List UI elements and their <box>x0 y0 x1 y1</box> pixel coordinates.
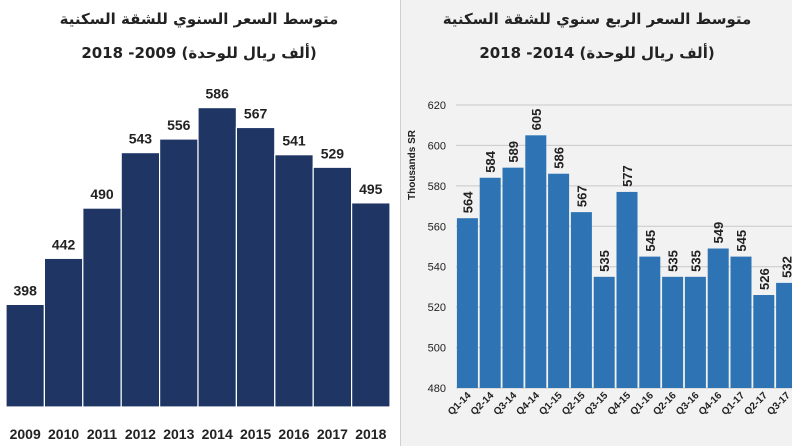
bar-Q1-15 <box>548 173 570 388</box>
bar-Q4-16 <box>707 248 729 388</box>
value-label: 586 <box>552 147 567 169</box>
value-label: 556 <box>167 117 191 133</box>
x-tick-label: Q1-17 <box>720 390 748 418</box>
x-tick-label: 2017 <box>317 426 348 442</box>
bar-Q3-15 <box>593 276 615 388</box>
x-tick-label: Q3-15 <box>583 390 611 418</box>
x-tick-label: Q4-16 <box>697 390 725 418</box>
value-label: 490 <box>90 186 114 202</box>
x-tick-label: Q2-15 <box>560 390 588 418</box>
bar-2014 <box>197 106 238 408</box>
annual-chart-title: متوسط السعر السنوي للشقة السكنية <box>59 10 339 28</box>
x-tick-label: Q1-15 <box>537 390 565 418</box>
value-label: 586 <box>206 86 230 102</box>
value-label: 545 <box>643 230 658 252</box>
bar-Q3-14 <box>502 167 524 388</box>
x-tick-label: 2013 <box>163 426 194 442</box>
bar-Q2-17 <box>753 295 775 388</box>
value-label: 584 <box>483 150 498 172</box>
x-tick-label: 2014 <box>202 426 233 442</box>
y-tick-label: 600 <box>428 140 446 152</box>
value-label: 567 <box>244 105 268 121</box>
bar-Q2-15 <box>570 212 592 388</box>
value-label: 567 <box>574 185 589 207</box>
x-tick-label: Q3-17 <box>765 390 792 418</box>
value-label: 526 <box>757 268 772 290</box>
x-tick-label: Q4-14 <box>514 390 542 418</box>
value-label: 605 <box>529 109 544 131</box>
x-tick-label: Q2-16 <box>651 390 679 418</box>
annual-bar-chart: 398 2009 442 2010 490 2011 543 2012 556 2013 586 20… <box>5 86 391 442</box>
bar-2018 <box>351 202 391 408</box>
bar-Q4-15 <box>616 191 638 388</box>
x-tick-label: 2012 <box>125 426 156 442</box>
value-label: 543 <box>129 131 153 147</box>
x-tick-label: 2010 <box>48 426 79 442</box>
x-tick-label: Q1-14 <box>446 390 474 418</box>
y-tick-label: 540 <box>428 262 446 274</box>
value-label: 532 <box>780 256 792 278</box>
x-tick-label: Q3-16 <box>674 390 702 418</box>
value-label: 535 <box>688 250 703 272</box>
x-tick-label: 2018 <box>355 426 386 442</box>
bar-2012 <box>120 152 161 408</box>
value-label: 535 <box>597 250 612 272</box>
x-tick-label: Q1-16 <box>628 390 656 418</box>
bar-2011 <box>82 207 122 408</box>
x-tick-label: Q2-17 <box>742 390 770 418</box>
value-label: 564 <box>460 191 475 213</box>
x-tick-label: 2011 <box>87 426 118 442</box>
x-tick-label: 2015 <box>240 426 271 442</box>
quarterly-bar-chart: 480 500 520 540 560 580 600 620 Thousands SR 564 Q… <box>407 100 792 418</box>
x-tick-label: Q4-15 <box>606 390 634 418</box>
y-tick-label: 480 <box>428 383 446 395</box>
quarterly-chart-title: متوسط السعر الربع سنوي للشقة السكنية <box>442 10 752 28</box>
bar-2017 <box>312 166 353 408</box>
bar-2010 <box>43 257 84 408</box>
x-tick-label: Q2-14 <box>469 390 497 418</box>
y-tick-label: 580 <box>428 181 446 193</box>
bar-Q1-16 <box>639 256 661 388</box>
x-tick-label: 2016 <box>278 426 309 442</box>
y-tick-label: 620 <box>428 100 446 112</box>
bar-Q1-14 <box>456 218 478 388</box>
quarterly-chart-subtitle: (ألف ريال للوحدة) 2014- 2018 <box>479 44 715 62</box>
y-tick-label: 560 <box>428 221 446 233</box>
value-label: 545 <box>734 230 749 252</box>
x-tick-label: 2009 <box>10 426 41 442</box>
bar-Q4-14 <box>525 135 547 388</box>
bar-2015 <box>235 126 276 408</box>
value-label: 529 <box>321 145 345 161</box>
value-label: 549 <box>711 222 726 244</box>
annual-chart-panel: متوسط السعر السنوي للشقة السكنية (ألف ري… <box>5 10 391 442</box>
y-axis-title: Thousands SR <box>407 129 418 200</box>
bar-Q2-14 <box>479 177 501 388</box>
bar-Q1-17 <box>730 256 752 388</box>
bar-2016 <box>274 154 314 408</box>
bar-2013 <box>159 138 199 408</box>
y-tick-label: 500 <box>428 343 446 355</box>
bar-Q2-16 <box>662 276 684 388</box>
bar-2009 <box>5 303 46 408</box>
annual-chart-subtitle: (ألف ريال للوحدة) 2009- 2018 <box>81 44 317 62</box>
x-tick-label: Q3-14 <box>492 390 520 418</box>
bar-Q3-16 <box>684 276 706 388</box>
value-label: 495 <box>359 181 383 197</box>
value-label: 398 <box>14 282 38 298</box>
value-label: 442 <box>52 236 76 252</box>
value-label: 535 <box>666 250 681 272</box>
value-label: 541 <box>282 133 306 149</box>
bar-Q3-17 <box>776 282 792 388</box>
value-label: 589 <box>506 141 521 163</box>
value-label: 577 <box>620 165 635 187</box>
quarterly-chart-panel: متوسط السعر الربع سنوي للشقة السكنية (أل… <box>400 0 792 446</box>
y-tick-label: 520 <box>428 302 446 314</box>
